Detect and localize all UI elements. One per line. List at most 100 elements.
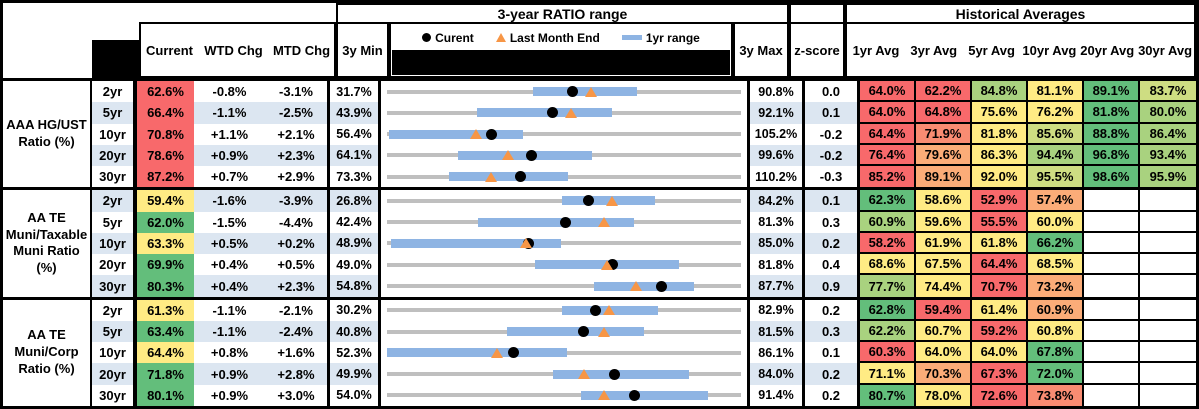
1yr-range-bar [553,369,690,379]
range-track-area [387,102,741,123]
range-chart-cell [381,190,750,212]
3y-max-cell: 105.2% [750,123,805,145]
z-score-cell: 0.0 [805,81,860,103]
avg-cell-10yr-avg: 60.0% [1028,211,1084,233]
current-value-cell: 63.4% [137,320,194,343]
range-track-area [387,212,741,233]
range-chart-header: Curent Last Month End 1yr range [389,22,733,78]
last-month-marker-triangle [520,238,533,249]
avg-cell-5yr-avg: 61.8% [972,232,1028,255]
mtd-chg-cell: +0.5% [265,254,330,276]
current-marker-dot [578,326,590,338]
avg-cell-3yr-avg: 61.9% [916,232,972,255]
range-chart-cell [381,363,750,385]
3y-min-cell: 49.9% [330,363,381,385]
avg-cell-3yr-avg: 64.8% [916,102,972,124]
3y-min-cell: 42.4% [330,211,381,233]
avg-cell-3yr-avg: 71.9% [916,123,972,145]
avg-cell-30yr-avg: 80.0% [1140,102,1196,124]
wtd-chg-column-header: WTD Chg [204,42,263,58]
current-marker-dot [590,304,602,316]
3y-max-cell: 87.7% [750,275,805,297]
avg-cell-20yr-avg [1084,342,1140,364]
avg-cell-30yr-avg: 86.4% [1140,123,1196,145]
avg-cell-30yr-avg [1140,385,1196,406]
3y-max-cell: 90.8% [750,81,805,103]
legend-current-item: Curent [422,31,474,45]
avg-cell-1yr-avg: 58.2% [860,232,916,255]
legend-last-month-label: Last Month End [509,30,600,45]
table-row: 30yr 87.2% +0.7% +2.9% 73.3% 110.2% -0.3 85.2% 8… [92,166,1196,188]
last-month-marker-triangle [490,347,503,358]
range-chart-cell [381,342,750,364]
table-row: 5yr 62.0% -1.5% -4.4% 42.4% 81.3% 0.3 60.9% 59.6… [92,211,1196,233]
3y-max-label: 3y Max [739,42,783,58]
10yr-avg-column-header: 10yr Avg [1022,42,1077,58]
table-row: 20yr 71.8% +0.9% +2.8% 49.9% 84.0% 0.2 71.1% 70.… [92,363,1196,385]
group-label: AA TE Muni/Corp Ratio (%) [3,299,92,406]
avg-cell-20yr-avg [1084,299,1140,321]
current-value-cell: 87.2% [137,166,194,188]
range-chart-cell [381,232,750,255]
mtd-chg-cell: +2.1% [265,123,330,145]
range-chart-cell [381,320,750,343]
tenor-cell: 30yr [92,166,137,188]
range-track-area [387,145,741,166]
range-track-area [387,233,741,254]
tenor-cell: 5yr [92,211,137,233]
z-score-cell: 0.2 [805,299,860,321]
3y-max-cell: 84.0% [750,363,805,385]
1yr-range-bar [449,172,569,182]
avg-cell-30yr-avg [1140,321,1196,343]
avg-cell-30yr-avg: 93.4% [1140,144,1196,167]
5yr-avg-column-header: 5yr Avg [968,42,1015,58]
3y-max-cell: 92.1% [750,102,805,124]
wtd-chg-cell: -1.6% [194,190,265,212]
tenor-cell: 5yr [92,102,137,124]
z-score-cell: 0.1 [805,342,860,364]
current-marker-dot [526,149,538,161]
last-month-marker-triangle [606,195,619,206]
last-month-marker-triangle [469,129,482,140]
range-track-area [387,124,741,145]
legend-current-label: Curent [435,30,474,45]
tenor-cell: 20yr [92,144,137,167]
3y-max-cell: 81.5% [750,320,805,343]
current-marker-dot [514,171,526,183]
current-marker-dot [559,216,571,228]
3y-max-cell: 85.0% [750,232,805,255]
avg-cell-1yr-avg: 62.2% [860,320,916,343]
historical-averages-title-text: Historical Averages [955,6,1086,22]
avg-cell-3yr-avg: 59.6% [916,211,972,233]
1yr-range-bar [389,129,524,139]
3y-max-cell: 110.2% [750,166,805,188]
avg-cell-5yr-avg: 84.8% [972,81,1028,103]
z-score-cell: 0.3 [805,211,860,233]
3y-min-cell: 64.1% [330,144,381,167]
z-score-cell: 0.2 [805,232,860,255]
tenor-cell: 10yr [92,342,137,364]
3y-min-cell: 73.3% [330,166,381,188]
avg-cell-3yr-avg: 89.1% [916,166,972,188]
avg-cell-5yr-avg: 67.3% [972,363,1028,385]
ratio-group-1: AA TE Muni/Taxable Muni Ratio (%) 2yr 59.4… [3,187,1196,297]
mtd-chg-cell: -3.9% [265,190,330,212]
last-month-marker-triangle [484,171,497,182]
avg-cell-10yr-avg: 60.8% [1028,320,1084,343]
3y-min-cell: 54.8% [330,275,381,297]
range-track-area [387,321,741,342]
avg-cell-5yr-avg: 72.6% [972,384,1028,406]
avg-cell-1yr-avg: 64.0% [860,102,916,124]
wtd-chg-cell: -1.1% [212,302,247,318]
3y-min-cell: 31.7% [330,81,381,103]
wtd-chg-cell: -1.1% [194,320,265,343]
avg-cell-20yr-avg: 88.8% [1084,123,1140,145]
avg-cell-10yr-avg: 81.1% [1028,81,1084,103]
avg-cell-5yr-avg: 52.9% [972,190,1028,212]
avg-cell-5yr-avg: 64.4% [972,254,1028,276]
range-track-area [387,363,741,384]
mtd-chg-cell: -2.4% [265,320,330,343]
current-column-header: Current [146,42,193,58]
range-chart-cell [381,166,750,188]
table-row: 10yr 64.4% +0.8% +1.6% 52.3% 86.1% 0.1 60.3% 64.… [92,342,1196,364]
